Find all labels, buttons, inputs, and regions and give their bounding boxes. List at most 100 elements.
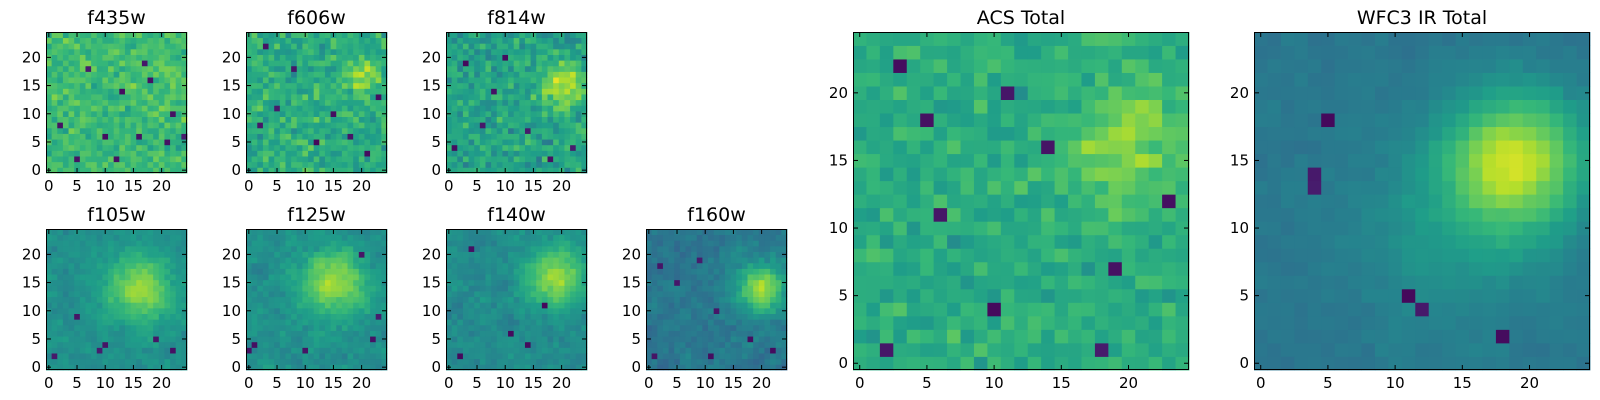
heatmap-cell: [508, 240, 515, 247]
heatmap-cell: [158, 313, 165, 320]
heatmap-cell: [468, 257, 475, 264]
heatmap-cell: [1081, 288, 1096, 303]
heatmap-cell: [158, 122, 165, 129]
heatmap-cell: [302, 88, 309, 95]
heatmap-cell: [1135, 356, 1150, 371]
heatmap-cell: [530, 127, 537, 134]
heatmap-cell: [1135, 275, 1150, 290]
heatmap-cell: [274, 133, 281, 140]
heatmap-cell: [153, 99, 160, 106]
heatmap-cell: [79, 336, 86, 343]
heatmap-cell: [451, 245, 458, 252]
heatmap-cell: [153, 347, 160, 354]
heatmap-cell: [141, 105, 148, 112]
heatmap-cell: [524, 336, 531, 343]
heatmap-cell: [291, 341, 298, 348]
heatmap-cell: [302, 60, 309, 67]
heatmap-cell: [108, 353, 115, 360]
heatmap-cell: [570, 313, 577, 320]
heatmap-cell: [313, 330, 320, 337]
heatmap-cell: [274, 37, 281, 44]
heatmap-cell: [708, 353, 715, 360]
heatmap-cell: [302, 257, 309, 264]
heatmap-cell: [651, 251, 658, 258]
heatmap-cell: [462, 330, 469, 337]
heatmap-cell: [353, 268, 360, 275]
heatmap-cell: [530, 262, 537, 269]
heatmap-cell: [451, 296, 458, 303]
heatmap-cell: [147, 105, 154, 112]
heatmap-cell: [960, 248, 975, 263]
heatmap-cell: [536, 48, 543, 55]
heatmap-cell: [457, 291, 464, 298]
heatmap-cell: [324, 341, 331, 348]
heatmap-cell: [1027, 167, 1042, 182]
heatmap-cell: [764, 234, 771, 241]
heatmap-cell: [136, 105, 143, 112]
heatmap-cell: [1027, 207, 1042, 222]
heatmap-cell: [920, 288, 935, 303]
heatmap-cell: [375, 122, 382, 129]
heatmap-cell: [530, 65, 537, 72]
heatmap-cell: [879, 194, 894, 209]
heatmap-cell: [575, 43, 582, 50]
heatmap-cell: [893, 207, 908, 222]
heatmap-cell: [496, 364, 503, 371]
heatmap-cell: [158, 336, 165, 343]
heatmap-cell: [1175, 288, 1190, 303]
heatmap-cell: [91, 251, 98, 258]
heatmap-cell: [479, 139, 486, 146]
heatmap-cell: [279, 341, 286, 348]
heatmap-cell: [524, 139, 531, 146]
heatmap-cell: [536, 268, 543, 275]
heatmap-cell: [336, 116, 343, 123]
heatmap-cell: [696, 330, 703, 337]
heatmap-cell: [558, 347, 565, 354]
heatmap-cell: [668, 302, 675, 309]
heatmap-cell: [262, 240, 269, 247]
heatmap-cell: [57, 319, 64, 326]
heatmap-cell: [524, 262, 531, 269]
heatmap-cell: [866, 234, 881, 249]
heatmap-cell: [575, 116, 582, 123]
heatmap-cell: [91, 156, 98, 163]
heatmap-cell: [730, 347, 737, 354]
heatmap-cell: [85, 150, 92, 157]
heatmap-cell: [124, 274, 131, 281]
heatmap-cell: [353, 122, 360, 129]
heatmap-cell: [308, 150, 315, 157]
heatmap-cell: [462, 82, 469, 89]
heatmap-cell: [257, 99, 264, 106]
heatmap-cell: [513, 341, 520, 348]
heatmap-cell: [302, 313, 309, 320]
heatmap-cell: [519, 234, 526, 241]
heatmap-cell: [491, 82, 498, 89]
heatmap-cell: [246, 347, 253, 354]
heatmap-cell: [46, 313, 53, 320]
heatmap-cell: [308, 296, 315, 303]
heatmap-cell: [364, 279, 371, 286]
heatmap-cell: [57, 65, 64, 72]
heatmap-cell: [570, 364, 577, 371]
heatmap-cell: [358, 133, 365, 140]
heatmap-cell: [291, 353, 298, 360]
heatmap-cell: [279, 307, 286, 314]
heatmap-cell: [364, 245, 371, 252]
heatmap-cell: [536, 364, 543, 371]
heatmap-cell: [381, 65, 388, 72]
heatmap-cell: [74, 257, 81, 264]
heatmap-cell: [279, 60, 286, 67]
heatmap-cell: [564, 341, 571, 348]
heatmap-cell: [536, 307, 543, 314]
heatmap-cell: [485, 291, 492, 298]
heatmap-cell: [291, 296, 298, 303]
heatmap-cell: [558, 127, 565, 134]
heatmap-cell: [853, 261, 867, 276]
heatmap-cell: [257, 245, 264, 252]
heatmap-cell: [496, 139, 503, 146]
y-tick-label: 10: [22, 105, 41, 123]
heatmap-cell: [513, 268, 520, 275]
heatmap-cell: [262, 139, 269, 146]
heatmap-cell: [724, 285, 731, 292]
